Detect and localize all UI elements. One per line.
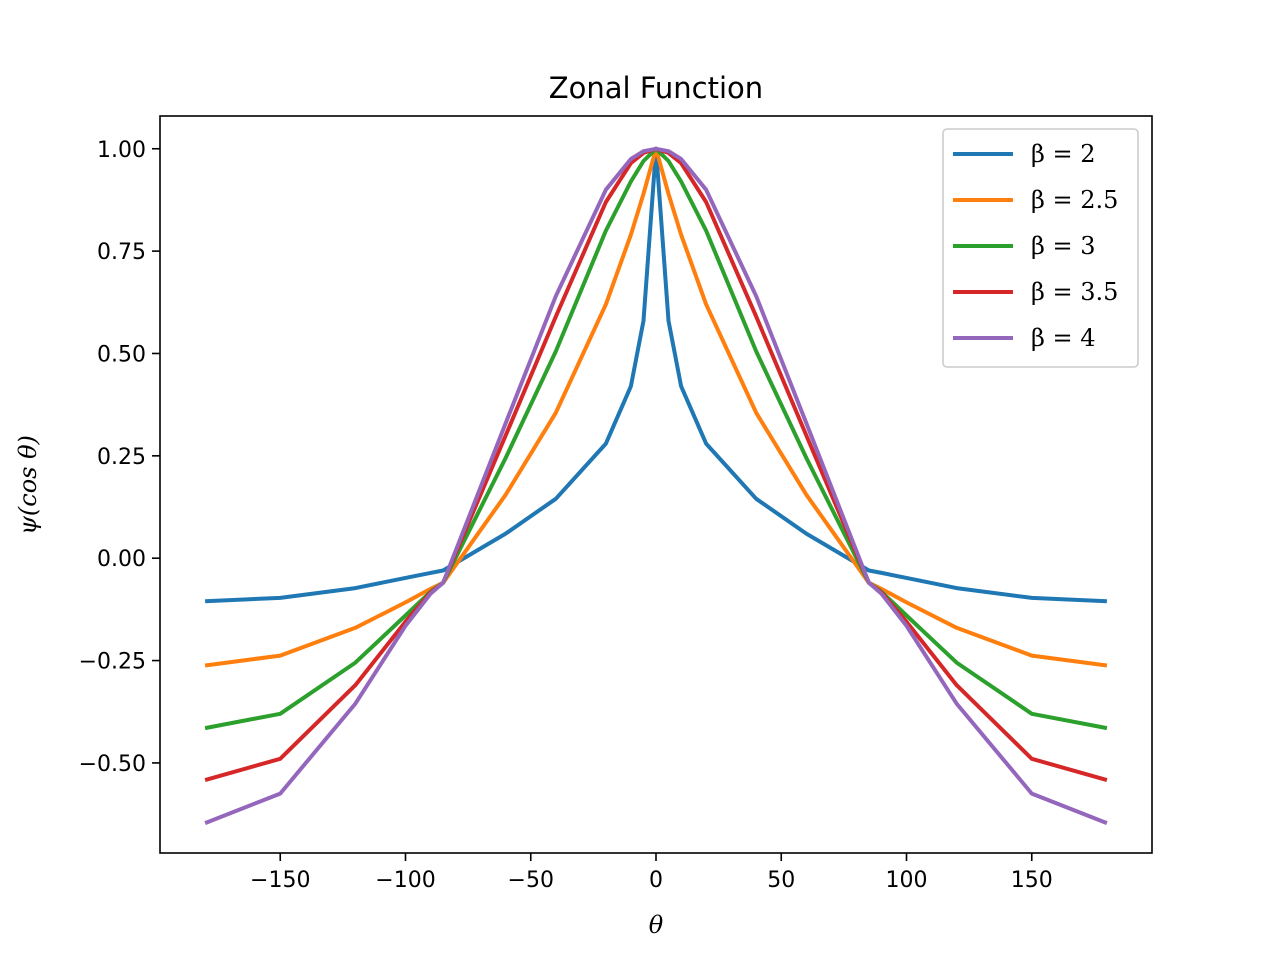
legend-box — [942, 128, 1139, 368]
legend-label: β = 2 — [1031, 140, 1096, 168]
y-axis-label: ψ(cos θ) — [14, 435, 42, 535]
x-axis-label: θ — [649, 911, 664, 939]
x-tick-label: 150 — [1011, 868, 1053, 893]
y-axis-ticks: −0.50 −0.25 0.00 0.25 0.50 0.75 1.00 — [79, 138, 160, 777]
y-tick-label: 0.75 — [97, 240, 146, 265]
y-tick-label: −0.25 — [79, 650, 146, 675]
x-tick-label: −100 — [375, 868, 435, 893]
x-tick-label: −150 — [250, 868, 310, 893]
x-tick-label: 100 — [886, 868, 928, 893]
legend-label: β = 4 — [1031, 324, 1096, 352]
y-tick-label: 0.50 — [97, 342, 146, 367]
legend-label: β = 3.5 — [1031, 278, 1118, 306]
legend: β = 2 β = 2.5 β = 3 β = 3.5 β = 4 — [942, 128, 1139, 368]
y-tick-label: 0.25 — [97, 445, 146, 470]
y-tick-label: −0.50 — [79, 752, 146, 777]
y-tick-label: 0.00 — [97, 547, 146, 572]
legend-label: β = 3 — [1031, 232, 1096, 260]
x-axis-ticks: −150 −100 −50 0 50 100 150 — [250, 853, 1053, 893]
plot-lines — [204, 146, 1108, 825]
y-tick-label: 1.00 — [97, 138, 146, 163]
series-line-4 — [204, 146, 1108, 825]
x-tick-label: −50 — [508, 868, 554, 893]
chart-title: Zonal Function — [549, 71, 763, 105]
x-tick-label: 50 — [767, 868, 795, 893]
x-tick-label: 0 — [649, 868, 663, 893]
legend-label: β = 2.5 — [1031, 186, 1118, 214]
